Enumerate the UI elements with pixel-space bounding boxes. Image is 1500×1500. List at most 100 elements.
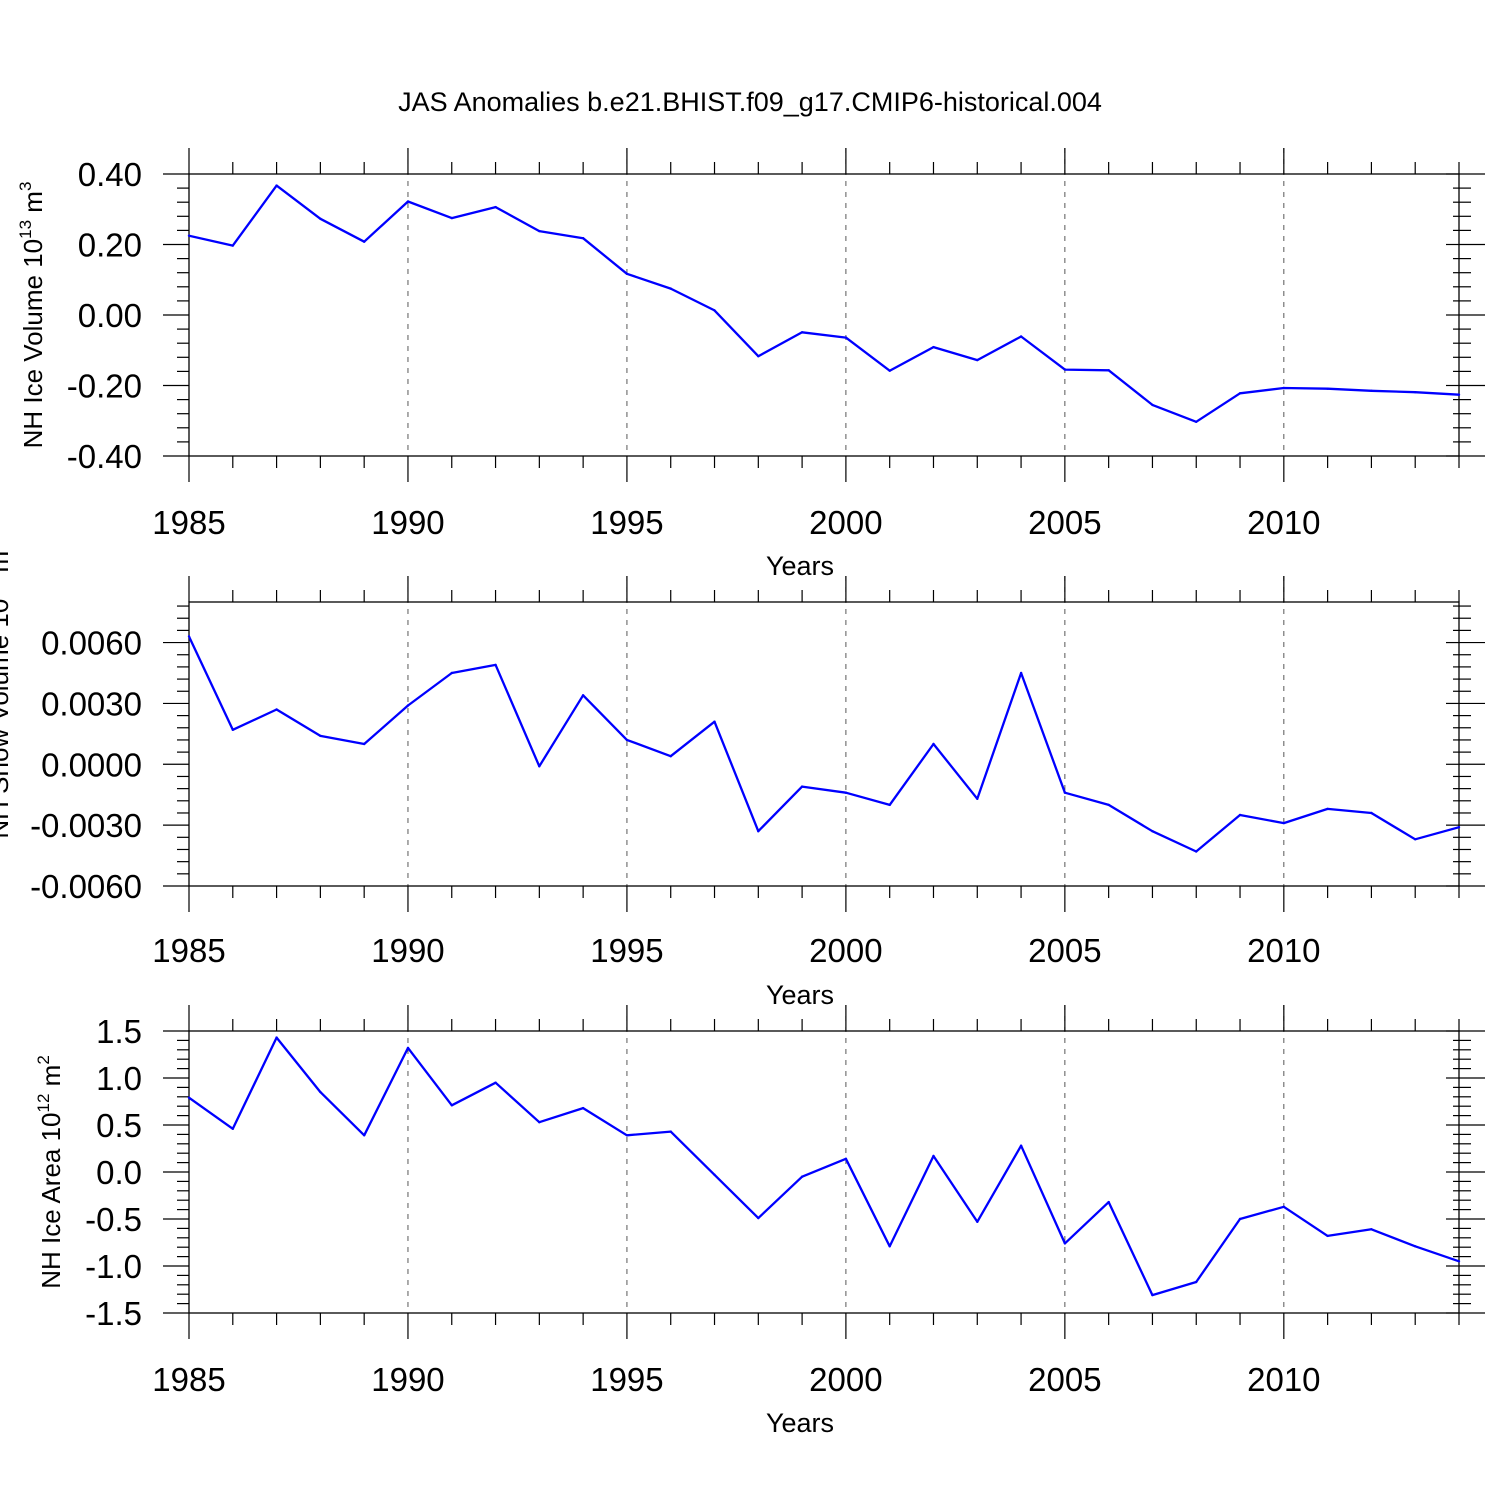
snow-volume-point <box>888 803 891 807</box>
ice-volume-point <box>713 309 716 312</box>
ice-volume-point <box>1326 387 1329 390</box>
y-tick-label: -1.5 <box>85 1295 142 1332</box>
ice-volume-point <box>1414 391 1417 394</box>
ice-area-point <box>888 1245 891 1248</box>
ice-volume-point <box>844 336 848 339</box>
ice-volume-point <box>800 331 804 334</box>
snow-volume-point <box>1107 803 1110 807</box>
y-tick-label: 0.5 <box>96 1107 142 1144</box>
snow-volume-point <box>1019 671 1023 675</box>
y-tick-label: 1.0 <box>96 1060 142 1097</box>
ice-area-point <box>581 1106 585 1110</box>
ice-area-point <box>231 1127 234 1131</box>
y-tick-label: -0.40 <box>67 438 142 475</box>
snow-volume-point <box>1238 813 1242 817</box>
ice-volume-point <box>1238 392 1242 395</box>
snow-volume-point <box>538 765 541 768</box>
ice-volume-point <box>1063 368 1067 371</box>
snow-volume-panel: 0.0060 0.0030 0.0000 -0.0030 -0.0060 1985 1990… <box>0 541 1485 1010</box>
snow-volume-point <box>757 830 760 833</box>
x-tick-label: 1995 <box>590 1361 663 1398</box>
ice-area-point <box>1238 1217 1242 1221</box>
snow-volume-point <box>1414 838 1417 841</box>
y-axis-label: NH Ice Volume 1013 m3 <box>16 182 48 449</box>
snow-volume-point <box>494 663 497 667</box>
ice-volume-point <box>538 229 541 233</box>
ice-area-point <box>1107 1200 1110 1204</box>
ice-area-point <box>800 1175 804 1178</box>
x-axis-label: Years <box>766 1408 834 1438</box>
snow-volume-point <box>713 720 716 723</box>
ice-area-point <box>1063 1242 1067 1245</box>
ice-area-point <box>1457 1260 1461 1263</box>
x-tick-label: 2005 <box>1028 1361 1101 1398</box>
x-tick-label: 2005 <box>1028 504 1101 541</box>
snow-volume-point <box>800 785 804 788</box>
snow-volume-point <box>1326 807 1329 811</box>
ice-area-point <box>363 1134 366 1137</box>
snow-volume-point <box>450 671 453 675</box>
snow-volume-frame <box>188 601 1460 887</box>
snow-volume-point <box>363 742 366 746</box>
y-tick-label: -0.5 <box>85 1201 142 1238</box>
y-tick-label: 0.0000 <box>41 746 142 783</box>
ice-volume-point <box>976 358 979 362</box>
y-tick-label: 0.40 <box>78 156 142 193</box>
ice-volume-point <box>187 234 191 237</box>
ice-area-point <box>538 1121 541 1124</box>
x-tick-label: 1995 <box>590 932 663 969</box>
ice-area-point <box>275 1036 278 1039</box>
ice-volume-panel: 0.40 0.20 0.00 -0.20 -0.40 1985 1990 1995 2000 20… <box>16 148 1485 581</box>
ice-area-point <box>450 1104 453 1107</box>
ice-volume-point <box>1282 386 1286 390</box>
x-tick-label: 2000 <box>809 932 882 969</box>
ice-volume-point <box>319 217 322 220</box>
x-tick-label: 1990 <box>371 1361 444 1398</box>
x-tick-label: 1990 <box>371 932 444 969</box>
snow-volume-point <box>1370 811 1373 815</box>
x-tick-label: 2000 <box>809 504 882 541</box>
ice-volume-point <box>231 244 234 247</box>
x-tick-label: 1990 <box>371 504 444 541</box>
figure-title: JAS Anomalies b.e21.BHIST.f09_g17.CMIP6-… <box>398 87 1102 117</box>
ice-volume-point <box>888 369 891 372</box>
y-tick-label: -0.0030 <box>30 807 142 844</box>
x-axis-label: Years <box>766 980 834 1010</box>
ice-area-point <box>976 1220 979 1224</box>
ice-volume-point <box>625 272 629 275</box>
snow-volume-point <box>1282 821 1286 825</box>
ice-volume-point <box>932 345 935 349</box>
ice-area-point <box>669 1130 672 1133</box>
ice-area-point <box>1282 1205 1286 1209</box>
y-tick-label: 0.00 <box>78 297 142 334</box>
x-tick-label: 2010 <box>1247 932 1320 969</box>
x-tick-label: 1985 <box>152 932 225 969</box>
ice-volume-point <box>1107 369 1110 372</box>
x-axis-label: Years <box>766 551 834 581</box>
y-tick-label: 1.5 <box>96 1013 142 1050</box>
ice-volume-frame <box>188 173 1460 457</box>
snow-volume-point <box>1457 826 1461 829</box>
ice-area-point <box>625 1134 629 1137</box>
y-axis-label: NH Snow Volume 1013 m3 <box>0 541 14 838</box>
ice-area-point <box>1370 1228 1373 1231</box>
y-tick-label: -0.0060 <box>30 868 142 905</box>
ice-area-point <box>1326 1234 1329 1238</box>
ice-area-point <box>1414 1245 1417 1248</box>
ice-volume-point <box>1195 420 1198 423</box>
y-tick-label: -1.0 <box>85 1248 142 1285</box>
ice-volume-point <box>1370 389 1373 392</box>
ice-area-point <box>406 1046 410 1050</box>
ice-area-point <box>757 1216 760 1220</box>
snow-volume-point <box>669 755 672 758</box>
y-tick-label: 0.20 <box>78 227 142 264</box>
ice-volume-point <box>1457 393 1461 396</box>
ice-area-frame <box>188 1030 1460 1314</box>
y-tick-label: 0.0030 <box>41 685 142 722</box>
ice-area-point <box>187 1096 191 1099</box>
ice-area-point <box>713 1173 716 1177</box>
x-tick-label: 1985 <box>152 504 225 541</box>
x-tick-label: 2005 <box>1028 932 1101 969</box>
snow-volume-point <box>932 742 935 746</box>
